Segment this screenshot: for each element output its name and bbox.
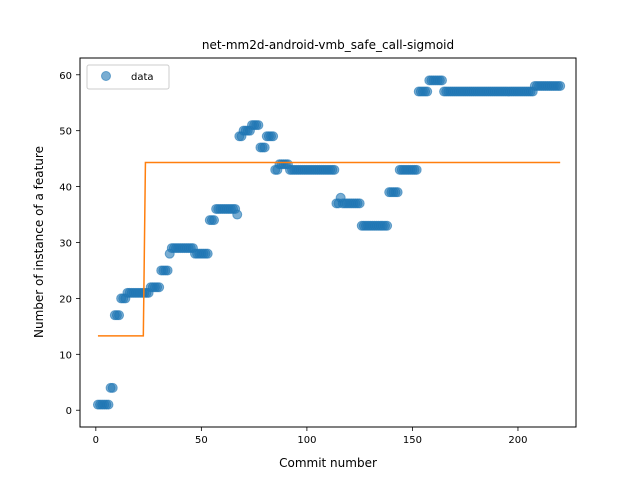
data-point [392,187,403,198]
legend-label-data: data [131,72,154,83]
plot-area [92,75,566,410]
legend-marker-data [101,71,111,81]
data-point [162,265,173,276]
legend-frame [86,64,170,90]
data-point [268,131,279,142]
y-tick-label: 0 [66,406,72,417]
data-point [354,198,365,209]
y-tick-label: 40 [59,183,72,194]
data-point [259,142,270,153]
fit-line [97,161,561,337]
data-point [154,282,165,293]
data-point [555,80,566,91]
x-axis-label: Commit number [279,456,377,470]
data-point [103,399,114,410]
data-point [329,164,340,175]
axes: 0 50 100 150 200 0 10 20 30 40 50 60 [59,57,577,446]
data-point [114,310,125,321]
y-tick-label: 60 [59,71,72,82]
data-point [436,75,447,86]
data-point [382,220,393,231]
data-point [232,209,243,220]
data-point [202,248,213,259]
data-point [209,215,220,226]
x-tick-label: 50 [195,435,208,446]
y-tick-label: 10 [59,350,72,361]
data-point [422,86,433,97]
data-point [107,382,118,393]
y-axis-label: Number of instance of a feature [32,146,46,338]
x-tick-label: 200 [508,435,527,446]
data-point [411,164,422,175]
x-tick-label: 0 [93,435,99,446]
legend: data [86,64,170,90]
data-point [253,120,264,131]
x-tick-label: 100 [297,435,316,446]
y-tick-label: 50 [59,127,72,138]
chart-title: net-mm2d-android-vmb_safe_call-sigmoid [202,38,454,52]
y-tick-label: 20 [59,294,72,305]
y-tick-label: 30 [59,239,72,250]
x-tick-label: 150 [403,435,422,446]
